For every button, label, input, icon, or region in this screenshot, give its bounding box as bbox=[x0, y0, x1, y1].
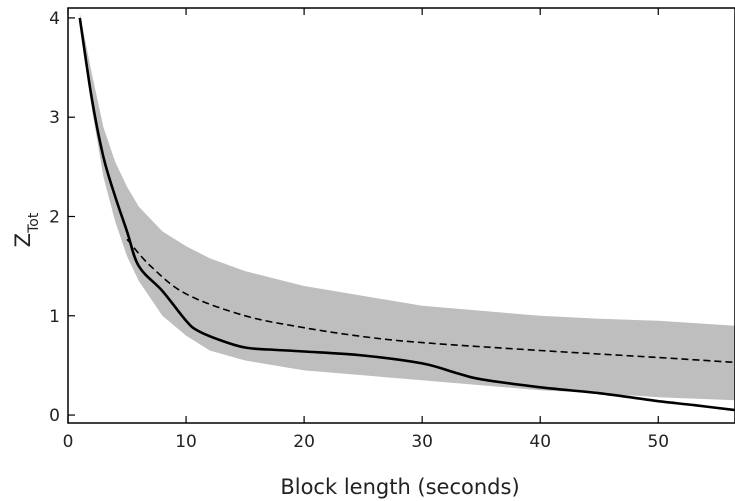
y-tick-label: 0 bbox=[49, 406, 60, 426]
plot-frame bbox=[67, 7, 735, 424]
uncertainty-band-area bbox=[79, 13, 735, 401]
x-tick-label: 40 bbox=[529, 432, 551, 452]
y-axis-title: ZTot bbox=[11, 212, 42, 247]
axis-ticks: 0 10 20 30 40 50 0 1 2 3 4 bbox=[49, 8, 669, 452]
y-tick-label: 4 bbox=[49, 9, 60, 29]
x-tick-label: 50 bbox=[647, 432, 669, 452]
series-line-solid bbox=[78, 17, 735, 412]
uncertainty-band bbox=[79, 13, 735, 401]
y-tick-label: 2 bbox=[49, 207, 60, 227]
x-tick-label: 10 bbox=[175, 432, 197, 452]
series-line-dashed bbox=[126, 238, 735, 364]
y-axis-title-main: Z bbox=[11, 233, 35, 247]
y-tick-label: 3 bbox=[49, 108, 60, 128]
y-tick-label: 1 bbox=[49, 307, 60, 327]
series-group bbox=[78, 17, 735, 412]
x-tick-label: 0 bbox=[63, 432, 74, 452]
x-axis-title: Block length (seconds) bbox=[280, 475, 519, 499]
x-tick-label: 20 bbox=[293, 432, 315, 452]
x-tick-label: 30 bbox=[411, 432, 433, 452]
y-axis-title-subscript: Tot bbox=[26, 212, 42, 234]
